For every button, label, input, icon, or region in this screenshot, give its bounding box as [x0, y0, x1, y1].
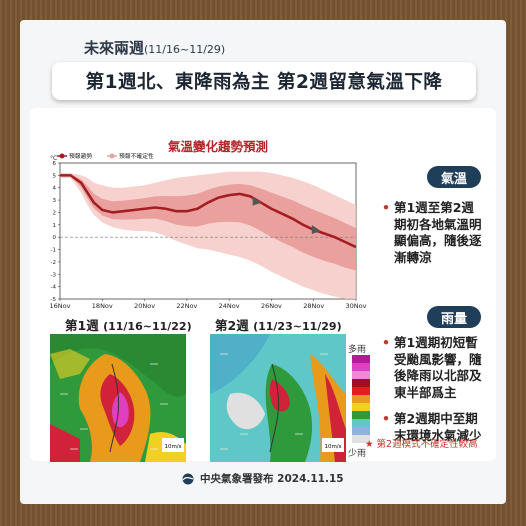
trend-arrow-icon — [311, 225, 321, 234]
bullet-dot-icon: • — [382, 200, 390, 215]
rain-bullet-1-text: 第1週期初短暫受颱風影響，隨後降雨以北部及東半部爲主 — [394, 335, 482, 400]
x-tick-label: 22Nov — [176, 302, 197, 310]
week2-label: 第2週 (11/23~11/29) — [215, 315, 342, 334]
header-subtitle: 未來兩週(11/16~11/29) — [84, 37, 225, 58]
page-title: 第1週北、東降雨為主 第2週留意氣溫下降 — [85, 72, 443, 93]
y-tick-label: -4 — [51, 285, 57, 291]
temperature-badge: 氣溫 — [427, 166, 481, 188]
chart-legend: 預報趨勢 預報不確定性 — [57, 152, 154, 160]
rain-bullet-2-text: 第2週期中至期末環境水氣減少 — [394, 411, 482, 443]
y-tick-label: -3 — [51, 272, 57, 278]
footer-text: 中央氣象署發布 2024.11.15 — [200, 473, 344, 485]
subtitle-text: 未來兩週 — [84, 39, 145, 57]
content-panel: 預報趨勢 預報不確定性 氣溫變化趨勢預測 -5 -4 -3 -2 -1 0 1 2 3 4 5 6 °C 1… — [30, 108, 496, 462]
x-tick-label: 24Nov — [219, 302, 240, 310]
chart-title: 氣溫變化趨勢預測 — [168, 139, 268, 154]
y-tick-label: 3 — [53, 198, 57, 204]
y-tick-label: -1 — [51, 248, 56, 254]
rain-scale-low: 少雨 — [348, 449, 367, 459]
week1-label: 第1週 (11/16~11/22) — [65, 315, 192, 334]
rain-scale-high: 多雨 — [348, 345, 367, 355]
y-tick-label: -5 — [51, 297, 57, 303]
x-tick-label: 26Nov — [261, 302, 282, 310]
title-bar: 第1週北、東降雨為主 第2週留意氣溫下降 — [52, 62, 476, 100]
subtitle-range: (11/16~11/29) — [144, 43, 226, 56]
x-tick-label: 30Nov — [346, 302, 367, 310]
trend-arrow-icon — [252, 196, 262, 206]
week2-label-text: 第2週 — [215, 318, 249, 333]
legend-label: 預報趨勢 — [69, 152, 92, 160]
week1-scale-text: 10m/s — [164, 444, 181, 450]
y-tick-label: 5 — [53, 173, 57, 179]
uncertainty-band-inner — [60, 174, 356, 271]
week2-rain-map: 10m/s — [210, 334, 346, 462]
temperature-chart: 預報趨勢 預報不確定性 氣溫變化趨勢預測 -5 -4 -3 -2 -1 0 1 2 3 4 5 6°C 1… — [50, 139, 367, 310]
temperature-bullet: • 第1週至第2週期初各地氣溫明顯偏高，隨後逐漸轉涼 — [382, 200, 488, 266]
trend-line — [60, 174, 357, 249]
rain-badge: 雨量 — [427, 306, 481, 328]
y-tick-label: 0 — [53, 235, 57, 241]
footer: 中央氣象署發布 2024.11.15 — [180, 471, 344, 486]
week1-rain-map: 10m/s — [50, 334, 186, 462]
y-unit-label: °C — [50, 155, 57, 162]
y-tick-label: -2 — [51, 260, 56, 266]
legend-label: 預報不確定性 — [119, 152, 154, 160]
y-tick-label: 1 — [53, 223, 57, 229]
rain-bullet-1: • 第1週期初短暫受颱風影響，隨後降雨以北部及東半部爲主 — [382, 335, 488, 401]
bullet-dot-icon: • — [382, 411, 390, 426]
y-tick-label: 4 — [53, 186, 57, 192]
cwa-logo-icon — [182, 473, 194, 484]
x-tick-label: 18Nov — [92, 302, 113, 310]
week1-range: (11/16~11/22) — [103, 320, 192, 333]
x-tick-label: 28Nov — [303, 302, 324, 310]
week2-scale-text: 10m/s — [324, 444, 341, 450]
chart-plot-area: -5 -4 -3 -2 -1 0 1 2 3 4 5 6°C 16Nov 18Nov 20Nov 22Nov 2… — [50, 155, 367, 310]
week1-label-text: 第1週 — [65, 318, 99, 333]
week2-range: (11/23~11/29) — [253, 320, 342, 333]
poster-board: 未來兩週(11/16~11/29) 第1週北、東降雨為主 第2週留意氣溫下降 預… — [20, 20, 506, 504]
y-tick-label: 2 — [53, 210, 57, 216]
y-tick-label: 6 — [53, 161, 57, 167]
x-tick-label: 20Nov — [134, 302, 155, 310]
bullet-dot-icon: • — [382, 335, 390, 350]
temperature-bullet-text: 第1週至第2週期初各地氣溫明顯偏高，隨後逐漸轉涼 — [394, 200, 482, 265]
rain-bullet-2: • 第2週期中至期末環境水氣減少 — [382, 411, 488, 444]
uncertainty-note: ★ 第2週模式不確定性較高 — [365, 439, 478, 450]
rain-color-scale — [352, 355, 370, 443]
x-tick-label: 16Nov — [50, 302, 71, 310]
